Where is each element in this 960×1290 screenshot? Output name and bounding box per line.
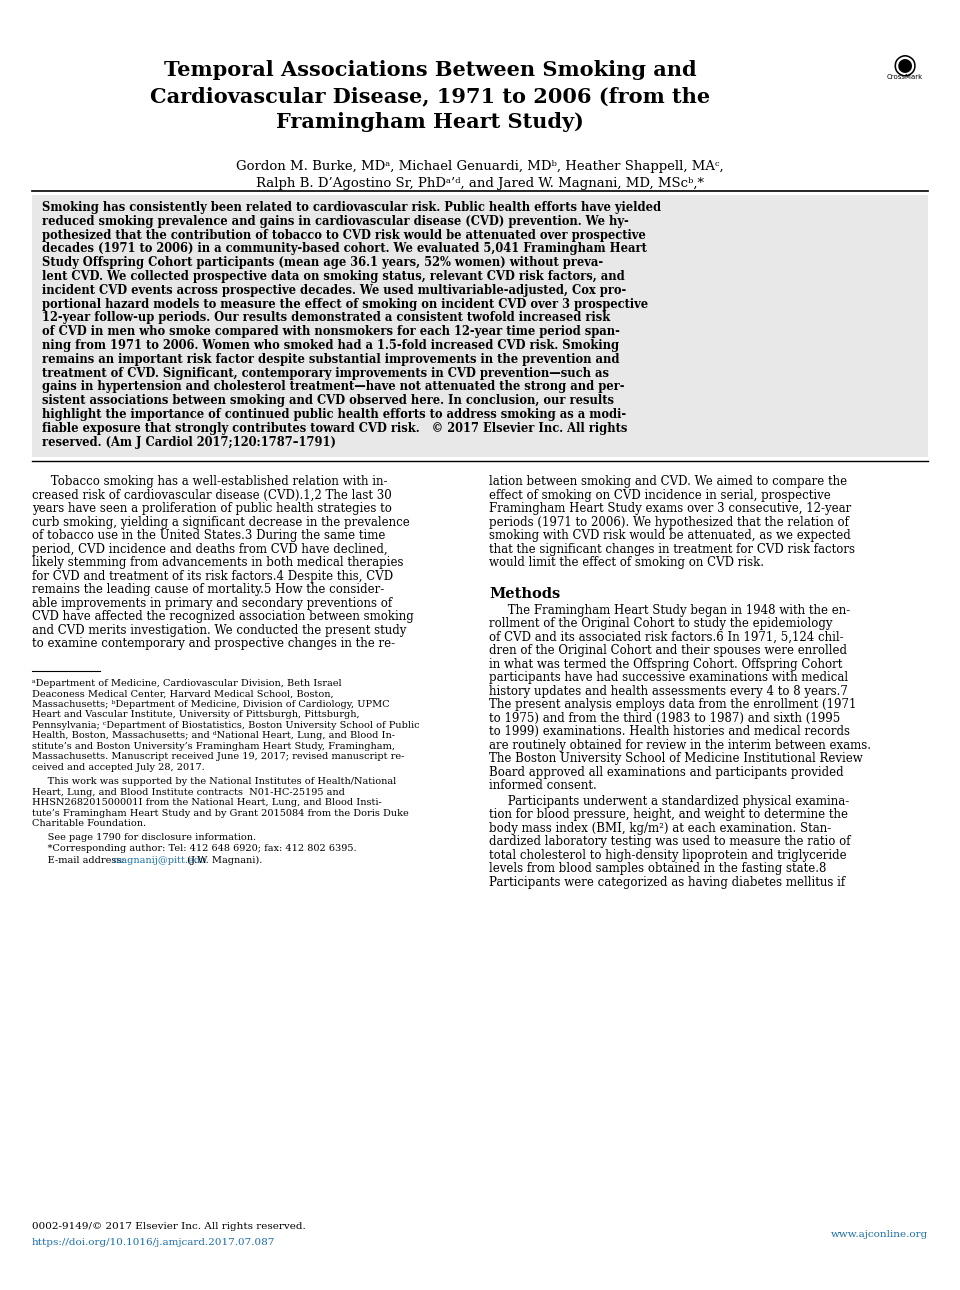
- Text: in what was termed the Offspring Cohort. Offspring Cohort: in what was termed the Offspring Cohort.…: [489, 658, 842, 671]
- Text: of CVD and its associated risk factors.6 In 1971, 5,124 chil-: of CVD and its associated risk factors.6…: [489, 631, 844, 644]
- Text: smoking with CVD risk would be attenuated, as we expected: smoking with CVD risk would be attenuate…: [489, 529, 851, 542]
- Text: for CVD and treatment of its risk factors.4 Despite this, CVD: for CVD and treatment of its risk factor…: [32, 570, 394, 583]
- Text: are routinely obtained for review in the interim between exams.: are routinely obtained for review in the…: [489, 739, 871, 752]
- Text: 0002-9149/© 2017 Elsevier Inc. All rights reserved.: 0002-9149/© 2017 Elsevier Inc. All right…: [32, 1222, 305, 1231]
- Text: Participants were categorized as having diabetes mellitus if: Participants were categorized as having …: [489, 876, 845, 889]
- Text: Methods: Methods: [489, 587, 561, 601]
- Text: Pennsylvania; ᶜDepartment of Biostatistics, Boston University School of Public: Pennsylvania; ᶜDepartment of Biostatisti…: [32, 721, 420, 730]
- Text: Heart, Lung, and Blood Institute contracts  N01-HC-25195 and: Heart, Lung, and Blood Institute contrac…: [32, 788, 345, 797]
- Text: highlight the importance of continued public health efforts to address smoking a: highlight the importance of continued pu…: [42, 408, 626, 421]
- Text: See page 1790 for disclosure information.: See page 1790 for disclosure information…: [32, 833, 256, 842]
- Text: *Corresponding author: Tel: 412 648 6920; fax: 412 802 6395.: *Corresponding author: Tel: 412 648 6920…: [32, 845, 356, 854]
- Text: portional hazard models to measure the effect of smoking on incident CVD over 3 : portional hazard models to measure the e…: [42, 298, 648, 311]
- Text: https://doi.org/10.1016/j.amjcard.2017.07.087: https://doi.org/10.1016/j.amjcard.2017.0…: [32, 1238, 276, 1247]
- Text: likely stemming from advancements in both medical therapies: likely stemming from advancements in bot…: [32, 556, 403, 569]
- Text: to examine contemporary and prospective changes in the re-: to examine contemporary and prospective …: [32, 637, 396, 650]
- Bar: [32, 195, 928, 458]
- Text: Board approved all examinations and participants provided: Board approved all examinations and part…: [489, 766, 844, 779]
- Text: to 1999) examinations. Health histories and medical records: to 1999) examinations. Health histories …: [489, 725, 850, 738]
- Text: dardized laboratory testing was used to measure the ratio of: dardized laboratory testing was used to …: [489, 835, 851, 849]
- Text: tion for blood pressure, height, and weight to determine the: tion for blood pressure, height, and wei…: [489, 809, 848, 822]
- Text: periods (1971 to 2006). We hypothesized that the relation of: periods (1971 to 2006). We hypothesized …: [489, 516, 849, 529]
- Text: treatment of CVD. Significant, contemporary improvements in CVD prevention—such : treatment of CVD. Significant, contempor…: [42, 366, 609, 379]
- Text: The present analysis employs data from the enrollment (1971: The present analysis employs data from t…: [489, 698, 856, 711]
- Text: reserved. (Am J Cardiol 2017;120:1787–1791): reserved. (Am J Cardiol 2017;120:1787–17…: [42, 436, 336, 449]
- Text: lation between smoking and CVD. We aimed to compare the: lation between smoking and CVD. We aimed…: [489, 476, 847, 489]
- Text: years have seen a proliferation of public health strategies to: years have seen a proliferation of publi…: [32, 502, 392, 516]
- Text: Framingham Heart Study): Framingham Heart Study): [276, 112, 584, 132]
- Text: participants have had successive examinations with medical: participants have had successive examina…: [489, 671, 848, 684]
- Text: (J.W. Magnani).: (J.W. Magnani).: [184, 855, 263, 866]
- Text: CVD have affected the recognized association between smoking: CVD have affected the recognized associa…: [32, 610, 414, 623]
- Text: Tobacco smoking has a well-established relation with in-: Tobacco smoking has a well-established r…: [32, 476, 388, 489]
- Text: of tobacco use in the United States.3 During the same time: of tobacco use in the United States.3 Du…: [32, 529, 385, 542]
- Text: The Boston University School of Medicine Institutional Review: The Boston University School of Medicine…: [489, 752, 863, 765]
- Text: HHSN268201500001I from the National Heart, Lung, and Blood Insti-: HHSN268201500001I from the National Hear…: [32, 799, 382, 808]
- Text: would limit the effect of smoking on CVD risk.: would limit the effect of smoking on CVD…: [489, 556, 764, 569]
- Text: ceived and accepted July 28, 2017.: ceived and accepted July 28, 2017.: [32, 762, 204, 771]
- Text: www.ajconline.org: www.ajconline.org: [830, 1229, 928, 1238]
- Text: Health, Boston, Massachusetts; and ᵈNational Heart, Lung, and Blood In-: Health, Boston, Massachusetts; and ᵈNati…: [32, 731, 395, 740]
- Text: stitute’s and Boston University’s Framingham Heart Study, Framingham,: stitute’s and Boston University’s Framin…: [32, 742, 395, 751]
- Text: sistent associations between smoking and CVD observed here. In conclusion, our r: sistent associations between smoking and…: [42, 395, 614, 408]
- Text: incident CVD events across prospective decades. We used multivariable-adjusted, : incident CVD events across prospective d…: [42, 284, 626, 297]
- Text: ᵃDepartment of Medicine, Cardiovascular Division, Beth Israel: ᵃDepartment of Medicine, Cardiovascular …: [32, 679, 342, 688]
- Text: Gordon M. Burke, MDᵃ, Michael Genuardi, MDᵇ, Heather Shappell, MAᶜ,: Gordon M. Burke, MDᵃ, Michael Genuardi, …: [236, 160, 724, 173]
- Text: lent CVD. We collected prospective data on smoking status, relevant CVD risk fac: lent CVD. We collected prospective data …: [42, 270, 625, 283]
- Text: levels from blood samples obtained in the fasting state.8: levels from blood samples obtained in th…: [489, 862, 827, 875]
- Text: ◉: ◉: [893, 50, 917, 77]
- Text: Smoking has consistently been related to cardiovascular risk. Public health effo: Smoking has consistently been related to…: [42, 201, 661, 214]
- Text: period, CVD incidence and deaths from CVD have declined,: period, CVD incidence and deaths from CV…: [32, 543, 388, 556]
- Text: Participants underwent a standardized physical examina-: Participants underwent a standardized ph…: [489, 795, 850, 808]
- Text: Deaconess Medical Center, Harvard Medical School, Boston,: Deaconess Medical Center, Harvard Medica…: [32, 689, 334, 698]
- Text: fiable exposure that strongly contributes toward CVD risk.   © 2017 Elsevier Inc: fiable exposure that strongly contribute…: [42, 422, 628, 435]
- Text: E-mail address:: E-mail address:: [32, 855, 128, 864]
- Text: informed consent.: informed consent.: [489, 779, 597, 792]
- Text: remains the leading cause of mortality.5 How the consider-: remains the leading cause of mortality.5…: [32, 583, 384, 596]
- Text: to 1975) and from the third (1983 to 1987) and sixth (1995: to 1975) and from the third (1983 to 198…: [489, 712, 840, 725]
- Text: creased risk of cardiovascular disease (CVD).1,2 The last 30: creased risk of cardiovascular disease (…: [32, 489, 392, 502]
- Text: rollment of the Original Cohort to study the epidemiology: rollment of the Original Cohort to study…: [489, 617, 832, 631]
- Text: Cardiovascular Disease, 1971 to 2006 (from the: Cardiovascular Disease, 1971 to 2006 (fr…: [150, 86, 710, 106]
- Text: pothesized that the contribution of tobacco to CVD risk would be attenuated over: pothesized that the contribution of toba…: [42, 228, 646, 241]
- Text: Massachusetts; ᵇDepartment of Medicine, Division of Cardiology, UPMC: Massachusetts; ᵇDepartment of Medicine, …: [32, 700, 390, 710]
- Text: 12-year follow-up periods. Our results demonstrated a consistent twofold increas: 12-year follow-up periods. Our results d…: [42, 311, 611, 324]
- Text: able improvements in primary and secondary preventions of: able improvements in primary and seconda…: [32, 597, 392, 610]
- Text: gains in hypertension and cholesterol treatment—have not attenuated the strong a: gains in hypertension and cholesterol tr…: [42, 381, 625, 393]
- Text: Temporal Associations Between Smoking and: Temporal Associations Between Smoking an…: [164, 61, 696, 80]
- Text: Charitable Foundation.: Charitable Foundation.: [32, 819, 146, 828]
- Text: Study Offspring Cohort participants (mean age 36.1 years, 52% women) without pre: Study Offspring Cohort participants (mea…: [42, 257, 603, 270]
- Text: curb smoking, yielding a significant decrease in the prevalence: curb smoking, yielding a significant dec…: [32, 516, 410, 529]
- Text: This work was supported by the National Institutes of Health/National: This work was supported by the National …: [32, 778, 396, 787]
- Text: The Framingham Heart Study began in 1948 with the en-: The Framingham Heart Study began in 1948…: [489, 604, 851, 617]
- Text: body mass index (BMI, kg/m²) at each examination. Stan-: body mass index (BMI, kg/m²) at each exa…: [489, 822, 831, 835]
- Text: reduced smoking prevalence and gains in cardiovascular disease (CVD) prevention.: reduced smoking prevalence and gains in …: [42, 215, 629, 228]
- Text: and CVD merits investigation. We conducted the present study: and CVD merits investigation. We conduct…: [32, 624, 406, 637]
- Text: of CVD in men who smoke compared with nonsmokers for each 12-year time period sp: of CVD in men who smoke compared with no…: [42, 325, 620, 338]
- Text: ning from 1971 to 2006. Women who smoked had a 1.5-fold increased CVD risk. Smok: ning from 1971 to 2006. Women who smoked…: [42, 339, 619, 352]
- Text: Ralph B. D’Agostino Sr, PhDᵃ’ᵈ, and Jared W. Magnani, MD, MScᵇ,*: Ralph B. D’Agostino Sr, PhDᵃ’ᵈ, and Jare…: [256, 177, 704, 190]
- Text: Massachusetts. Manuscript received June 19, 2017; revised manuscript re-: Massachusetts. Manuscript received June …: [32, 752, 404, 761]
- Text: CrossMark: CrossMark: [887, 74, 924, 80]
- Text: history updates and health assessments every 4 to 8 years.7: history updates and health assessments e…: [489, 685, 848, 698]
- Text: magnanij@pitt.edu: magnanij@pitt.edu: [113, 855, 207, 864]
- Text: decades (1971 to 2006) in a community-based cohort. We evaluated 5,041 Framingha: decades (1971 to 2006) in a community-ba…: [42, 243, 647, 255]
- Text: tute’s Framingham Heart Study and by Grant 2015084 from the Doris Duke: tute’s Framingham Heart Study and by Gra…: [32, 809, 409, 818]
- Text: dren of the Original Cohort and their spouses were enrolled: dren of the Original Cohort and their sp…: [489, 644, 847, 657]
- Text: that the significant changes in treatment for CVD risk factors: that the significant changes in treatmen…: [489, 543, 855, 556]
- Text: Heart and Vascular Institute, University of Pittsburgh, Pittsburgh,: Heart and Vascular Institute, University…: [32, 711, 360, 720]
- Text: total cholesterol to high-density lipoprotein and triglyceride: total cholesterol to high-density lipopr…: [489, 849, 847, 862]
- Text: effect of smoking on CVD incidence in serial, prospective: effect of smoking on CVD incidence in se…: [489, 489, 830, 502]
- Text: remains an important risk factor despite substantial improvements in the prevent: remains an important risk factor despite…: [42, 352, 619, 366]
- Text: Framingham Heart Study exams over 3 consecutive, 12-year: Framingham Heart Study exams over 3 cons…: [489, 502, 852, 516]
